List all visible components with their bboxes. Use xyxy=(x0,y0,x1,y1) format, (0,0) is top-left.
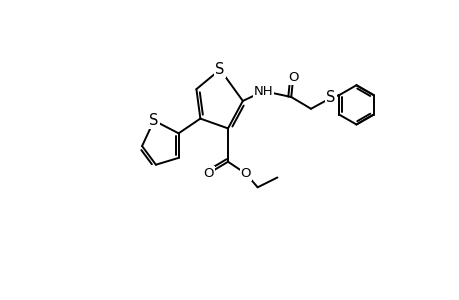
Text: S: S xyxy=(149,113,158,128)
Text: NH: NH xyxy=(253,85,273,98)
Text: O: O xyxy=(202,167,213,180)
Text: O: O xyxy=(287,71,298,84)
Text: O: O xyxy=(240,167,251,180)
Text: S: S xyxy=(215,62,224,77)
Text: S: S xyxy=(325,91,335,106)
